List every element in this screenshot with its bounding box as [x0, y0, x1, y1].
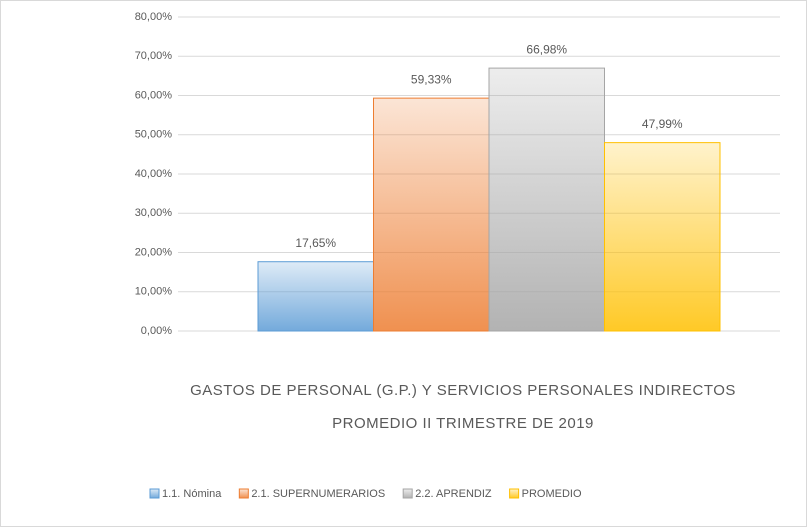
chart-title: GASTOS DE PERSONAL (G.P.) Y SERVICIOS PE…	[190, 382, 736, 399]
data-label: 59,33%	[411, 72, 452, 86]
legend-label: 1.1. Nómina	[162, 488, 222, 500]
legend-label: 2.1. SUPERNUMERARIOS	[251, 488, 385, 500]
y-tick-label: 10,00%	[135, 286, 173, 298]
y-tick-label: 50,00%	[135, 129, 173, 141]
legend-swatch	[238, 488, 249, 499]
chart-title: PROMEDIO II TRIMESTRE DE 2019	[332, 415, 594, 432]
y-tick-label: 30,00%	[135, 207, 173, 219]
bar	[604, 142, 721, 332]
y-tick-label: 80,00%	[135, 11, 173, 23]
data-label: 47,99%	[642, 117, 683, 131]
data-label: 66,98%	[526, 42, 567, 56]
legend-label: 2.2. APRENDIZ	[415, 488, 492, 500]
y-tick-label: 20,00%	[135, 246, 173, 258]
y-tick-label: 40,00%	[135, 168, 173, 180]
y-tick-label: 70,00%	[135, 50, 173, 62]
legend-swatch	[402, 488, 413, 499]
legend-swatch	[149, 488, 160, 499]
bar	[373, 97, 490, 332]
data-label: 17,65%	[295, 236, 336, 250]
bar	[488, 67, 605, 332]
y-tick-label: 0,00%	[141, 325, 172, 337]
y-tick-label: 60,00%	[135, 89, 173, 101]
legend-label: PROMEDIO	[522, 488, 582, 500]
bar	[257, 261, 374, 332]
legend-swatch	[509, 488, 520, 499]
